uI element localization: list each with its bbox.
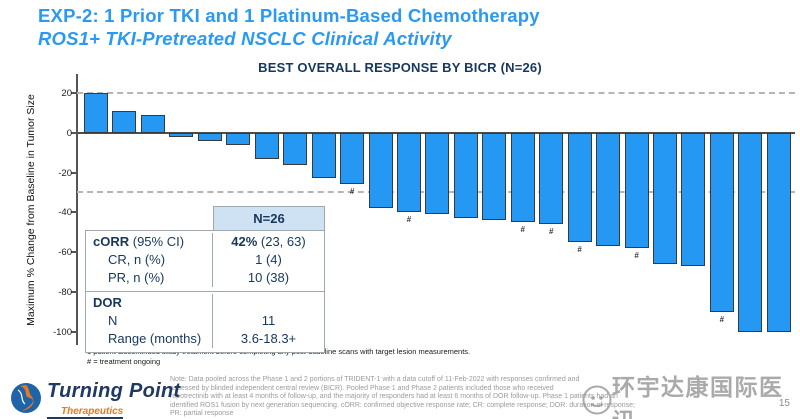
slide-title: EXP-2: 1 Prior TKI and 1 Platinum-Based … (38, 5, 540, 50)
treatment-ongoing-marker: # (719, 314, 725, 324)
waterfall-bar (596, 132, 621, 247)
table-header-n26: N=26 (213, 206, 325, 231)
waterfall-bar (567, 132, 592, 243)
y-axis-tick (71, 251, 77, 254)
waterfall-bar (84, 92, 108, 133)
treatment-ongoing-marker: # (520, 225, 525, 235)
waterfall-bar (709, 132, 734, 312)
waterfall-bar (624, 132, 649, 249)
waterfall-bar (169, 132, 194, 137)
table-row: CR, n (%) 1 (4) (86, 251, 324, 269)
note-line: identified ROS1 fusion by next generatio… (170, 401, 635, 409)
waterfall-bar (254, 132, 279, 159)
note-line: PR: partial response (170, 410, 234, 418)
y-axis-tick-label: 20 (61, 87, 72, 99)
y-axis-tick-label: -20 (58, 167, 72, 179)
waterfall-bar (197, 132, 222, 141)
y-axis-tick (71, 330, 77, 333)
y-axis-tick (71, 290, 77, 293)
waterfall-bar (283, 132, 308, 165)
watermark-text: 环宇达康国际医讯 (612, 374, 784, 419)
turning-point-logo: Turning Point Therapeutics (10, 381, 181, 419)
reference-line (77, 91, 795, 94)
waterfall-bar (453, 132, 478, 219)
table-section: DOR N 11 Range (months) 3.6-18.3+ (86, 291, 324, 352)
y-axis-tick-label: -40 (58, 207, 72, 219)
slide-title-line2: ROS1+ TKI-Pretreated NSCLC Clinical Acti… (38, 27, 452, 49)
table-row: Range (months) 3.6-18.3+ (86, 330, 324, 348)
table-row-label: PR, n (%) (86, 269, 214, 287)
footnote-ongoing-key: # = treatment ongoing (87, 357, 161, 366)
treatment-ongoing-marker: # (634, 251, 639, 261)
table-row: PR, n (%) 10 (38) (86, 269, 324, 287)
slide-title-line1: EXP-2: 1 Prior TKI and 1 Platinum-Based … (38, 5, 540, 26)
waterfall-bar (425, 132, 450, 215)
waterfall-bar (340, 132, 365, 185)
logo-name: Turning Point (47, 380, 181, 402)
note-block: Note: Data pooled across the Phase 1 and… (170, 376, 635, 419)
turning-point-globe-icon (10, 382, 42, 419)
waterfall-bar (368, 132, 393, 209)
table-row: DOR (86, 294, 324, 312)
table-row-label: cORR (95% CI) (86, 233, 213, 251)
table-row-value: 1 (4) (255, 252, 282, 267)
wechat-icon (582, 385, 612, 419)
waterfall-bar (112, 110, 137, 133)
table-row-label: DOR (86, 294, 213, 312)
waterfall-bar (539, 132, 564, 225)
y-axis-tick-label: -80 (58, 286, 72, 298)
note-line: assessed by blinded independent central … (170, 384, 554, 392)
table-row-value: 42% (23, 63) (231, 234, 306, 249)
waterfall-bar (653, 132, 677, 265)
table-section: cORR (95% CI) 42% (23, 63) CR, n (%) 1 (4) P… (86, 231, 324, 291)
waterfall-bar (681, 132, 706, 267)
y-axis-tick (71, 211, 77, 214)
table-row-value: 11 (261, 313, 276, 328)
y-axis-tick-label: 0 (66, 127, 72, 139)
note-line: Note: Data pooled across the Phase 1 and… (170, 376, 580, 383)
waterfall-bar (482, 132, 507, 221)
y-axis-tick (71, 171, 77, 174)
response-summary-table: cORR (95% CI) 42% (23, 63) CR, n (%) 1 (4) P… (85, 230, 325, 353)
table-row: cORR (95% CI) 42% (23, 63) (86, 233, 324, 251)
note-line: repotrectinib with at least 4 months of … (170, 393, 618, 401)
waterfall-bar (140, 114, 165, 133)
treatment-ongoing-marker: # (577, 245, 582, 255)
table-row-value: 10 (38) (247, 270, 290, 285)
y-axis-tick-label: -100 (52, 326, 72, 338)
logo-sub: Therapeutics (47, 406, 124, 419)
waterfall-bar (738, 132, 763, 332)
table-row-value: 3.6-18.3+ (240, 331, 297, 346)
waterfall-bar (510, 132, 535, 223)
waterfall-bar (311, 132, 336, 179)
waterfall-bar (396, 132, 421, 213)
treatment-ongoing-marker: # (548, 227, 554, 237)
table-row-label: N (86, 312, 214, 330)
table-row: N 11 (86, 312, 324, 330)
watermark: 环宇达康国际医讯 (582, 368, 800, 419)
waterfall-plot: 20 0 -20 -40 -60 -80 -100 # # # # # # # (53, 74, 795, 345)
waterfall-bar (226, 132, 251, 145)
page-number: 15 (778, 398, 790, 409)
waterfall-bar (766, 132, 791, 332)
y-axis-tick (71, 91, 77, 94)
table-row-label: CR, n (%) (86, 251, 214, 269)
table-row-value (213, 294, 324, 312)
treatment-ongoing-marker: # (406, 215, 412, 225)
y-axis-tick-label: -60 (58, 247, 72, 259)
chart-title: BEST OVERALL RESPONSE BY BICR (N=26) (258, 60, 542, 75)
table-row-label: Range (months) (86, 330, 214, 348)
turning-point-logo-text: Turning Point Therapeutics (47, 381, 181, 419)
treatment-ongoing-marker: # (349, 187, 355, 197)
y-axis-tick (71, 131, 77, 134)
y-axis-line (76, 74, 78, 345)
